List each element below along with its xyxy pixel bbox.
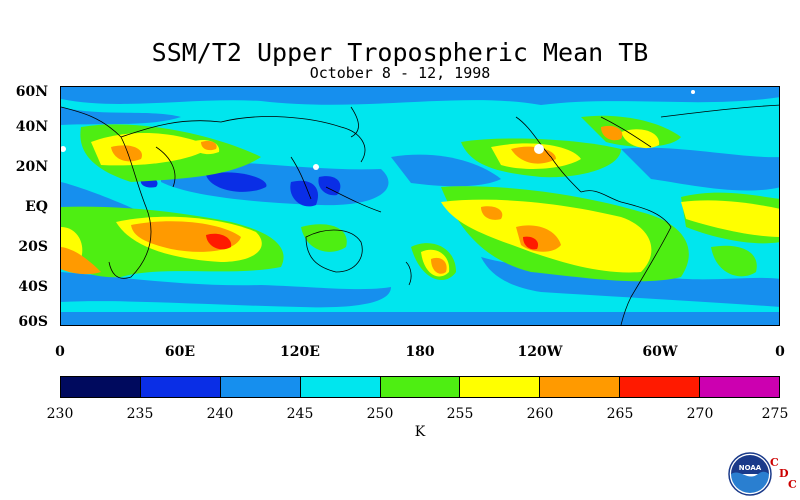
lon-label-60e: 60E <box>164 344 196 360</box>
lat-label-60n: 60N <box>15 84 48 100</box>
colorbar-tick-255: 255 <box>446 406 474 422</box>
lat-label-20n: 20N <box>15 159 48 175</box>
color-scale-segment <box>61 377 141 397</box>
color-scale-segment <box>700 377 780 397</box>
contour-265-270 <box>206 233 539 250</box>
missing-data-spot <box>691 90 695 94</box>
color-scale-segment <box>300 377 381 397</box>
lon-label-0-right: 0 <box>775 344 785 360</box>
color-scale-segment <box>380 377 461 397</box>
coastlines <box>61 104 779 325</box>
color-scale-segment <box>140 377 221 397</box>
cdc-letter-c1: C <box>770 456 779 469</box>
color-scale-bar <box>60 376 780 398</box>
map-subtitle: October 8 - 12, 1998 <box>309 64 491 82</box>
lat-label-20s: 20S <box>18 239 48 255</box>
colorbar-tick-275: 275 <box>761 406 789 422</box>
colorbar-tick-230: 230 <box>46 406 74 422</box>
missing-data-spot <box>61 146 66 152</box>
lat-label-40s: 40S <box>18 279 48 295</box>
lon-label-180: 180 <box>405 344 435 360</box>
colorbar-tick-235: 235 <box>126 406 154 422</box>
missing-data-spot <box>534 144 544 154</box>
map-title: SSM/T2 Upper Tropospheric Mean TB <box>151 38 649 67</box>
lat-label-eq: EQ <box>25 199 48 215</box>
lat-label-40n: 40N <box>15 119 48 135</box>
noaa-logo-text: NOAA <box>739 464 762 472</box>
lon-label-0-left: 0 <box>55 344 65 360</box>
colorbar-tick-265: 265 <box>606 406 634 422</box>
color-scale-segment <box>220 377 301 397</box>
temperature-contours <box>61 87 779 325</box>
cdc-letter-d: D <box>779 467 789 480</box>
colorbar-tick-270: 270 <box>686 406 714 422</box>
missing-data-spot <box>313 164 319 170</box>
colorbar-tick-250: 250 <box>366 406 394 422</box>
lon-label-120w: 120W <box>517 344 563 360</box>
lat-label-60s: 60S <box>18 314 48 330</box>
colorbar-tick-245: 245 <box>286 406 314 422</box>
cdc-letter-c2: C <box>788 478 797 491</box>
colorbar-unit-label: K <box>414 424 426 440</box>
temperature-map <box>60 86 780 326</box>
lon-label-60w: 60W <box>642 344 678 360</box>
color-scale-segment <box>620 377 701 397</box>
lon-label-120e: 120E <box>280 344 320 360</box>
colorbar-tick-240: 240 <box>206 406 234 422</box>
colorbar-tick-260: 260 <box>526 406 554 422</box>
noaa-logo-icon: NOAA <box>728 452 772 496</box>
color-scale-segment <box>460 377 541 397</box>
color-scale-segment <box>540 377 621 397</box>
